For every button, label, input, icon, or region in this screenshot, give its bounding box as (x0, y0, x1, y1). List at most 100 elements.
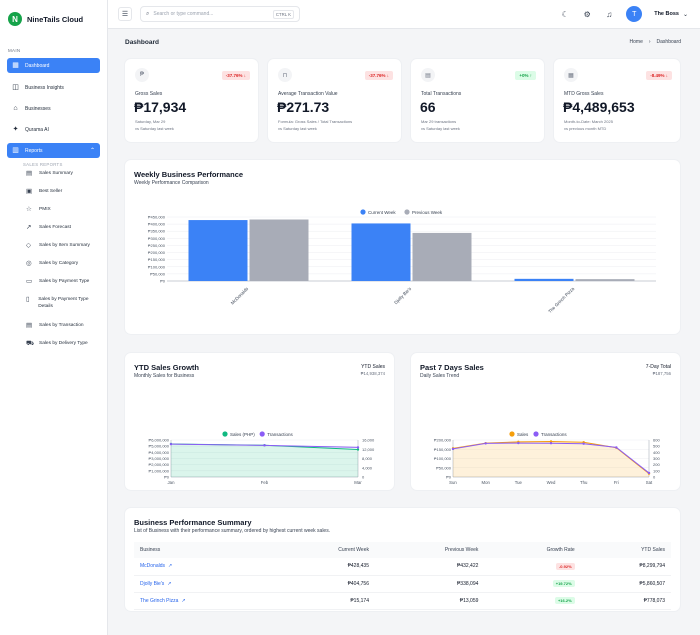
search-icon: ⌕ (146, 10, 150, 17)
kpi-value: ₱271.73 (277, 99, 330, 115)
sidebar-item-businesses[interactable]: ⌂ Businesses (7, 101, 100, 116)
menu-toggle-button[interactable]: ☰ (118, 7, 132, 21)
business-link[interactable]: McDonalds (140, 563, 166, 570)
sidebar-item-label: Sales by Payment Type (39, 279, 90, 284)
legend-swatch-sales (509, 431, 515, 437)
chevron-right-icon: › (648, 39, 651, 45)
sidebar-item-label: Sales by Payment Type Details (38, 297, 89, 309)
y-tick-label-left: ₱4,000,000 (149, 450, 170, 455)
previous-week-cell: ₱13,059 (374, 592, 485, 610)
sidebar-item-business-insights[interactable]: ◫ Business Insights (7, 80, 100, 95)
breadcrumb-home[interactable]: Home (629, 39, 643, 45)
y-tick-label: ₱450,000 (148, 215, 166, 220)
sidebar-item-label: Reports (25, 147, 43, 154)
sidebar-item-sales-by-payment-type[interactable]: ▭ Sales by Payment Type (0, 278, 107, 297)
sidebar-item-pmix[interactable]: ☆ PMIX (0, 206, 107, 225)
brand[interactable]: N NineTails Cloud (0, 0, 107, 36)
x-tick-label: Fri (614, 480, 619, 485)
sidebar-item-sales-forecast[interactable]: ↗ Sales Forecast (0, 224, 107, 243)
payment-icon: ▭ (26, 278, 33, 285)
receipt-icon: ▣ (26, 188, 33, 195)
bar-current-week (514, 278, 574, 281)
card-subtitle: Monthly Sales for Business (134, 373, 195, 379)
sidebar-item-label: Qurama AI (25, 126, 49, 133)
bell-icon[interactable]: ♫ (606, 9, 613, 19)
y-tick-label-right: 400 (653, 450, 660, 455)
column-header[interactable]: Previous Week (374, 542, 485, 558)
x-tick-label: Sun (449, 480, 457, 485)
y-tick-label-left: ₱0 (164, 475, 170, 480)
grid-icon: ▦ (12, 62, 19, 69)
chevron-down-icon[interactable]: ⌄ (682, 11, 688, 18)
legend-label-transactions: Transactions (541, 432, 567, 437)
y-tick-label-right: 0 (653, 475, 656, 480)
x-tick-label: Tue (515, 480, 523, 485)
business-link[interactable]: The Grinch Pizza (140, 597, 179, 604)
kpi-note: Month-to-Date: March 2025 (564, 119, 613, 124)
x-tick-label: Wed (547, 480, 556, 485)
transactions-point (451, 447, 455, 451)
sidebar-item-sales-by-item-summary[interactable]: ◇ Sales by Item Summary (0, 242, 107, 261)
y-tick-label-left: ₱3,000,000 (149, 456, 170, 461)
star-icon: ☆ (26, 206, 32, 213)
sidebar-item-label: Sales by Delivery Type (39, 341, 88, 346)
y-tick-label: ₱250,000 (148, 243, 166, 248)
x-tick-label: Djolly Bie's (393, 286, 413, 306)
tag-icon: ◇ (26, 242, 31, 249)
y-tick-label-left: ₱50,000 (436, 465, 452, 470)
sidebar-item-dashboard[interactable]: ▦ Dashboard (7, 58, 100, 73)
breadcrumb-current: Dashboard (656, 39, 681, 45)
sparkle-icon: ✦ (12, 126, 19, 133)
external-link-icon[interactable]: ↗ (167, 580, 172, 587)
card-subtitle: Weekly Performance Comparison (134, 180, 209, 186)
search-input[interactable]: Search or type command... (153, 11, 214, 17)
sidebar-item-label: Sales Summary (39, 171, 73, 176)
card-title: YTD Sales Growth (134, 363, 200, 372)
building-icon: ⌂ (13, 105, 18, 112)
external-link-icon[interactable]: ↗ (181, 597, 186, 604)
sidebar-item-best-seller[interactable]: ▣ Best Seller (0, 188, 107, 207)
kpi-note: Formula: Gross Sales / Total Transaction… (278, 119, 353, 124)
kpi-label: Total Transactions (421, 91, 462, 97)
breadcrumb: Home › Dashboard (630, 39, 681, 45)
sidebar-item-sales-by-transaction[interactable]: ▤ Sales by Transaction (0, 322, 107, 341)
transactions-point (647, 471, 651, 475)
legend-label-sales: Sales (PHP) (230, 432, 255, 437)
search-box[interactable]: ⌕ Search or type command... CTRL K (140, 6, 300, 22)
business-link[interactable]: Djolly Bie's (140, 580, 165, 587)
transactions-point (263, 444, 266, 447)
sales-area (453, 441, 649, 477)
current-week-cell: ₱428,435 (272, 558, 375, 576)
column-header[interactable]: YTD Sales (580, 542, 671, 558)
transactions-point (356, 446, 360, 449)
avatar[interactable]: T (626, 6, 643, 22)
transaction-icon: ▤ (26, 322, 33, 329)
column-header[interactable]: Current Week (272, 542, 375, 558)
sidebar-item-label: Sales by Transaction (39, 323, 84, 328)
user-name[interactable]: The Boss (654, 11, 679, 17)
sidebar-item-qurama-ai[interactable]: ✦ Qurama AI (7, 122, 100, 137)
sidebar-item-label: Business Insights (25, 84, 64, 91)
section-label-sales-reports: SALES REPORTS (23, 162, 63, 167)
sidebar-item-reports[interactable]: ▥ Reports ⌃ (7, 143, 100, 158)
sidebar-item-sales-by-payment-type-details[interactable]: ▯ Sales by Payment Type Details (0, 296, 107, 323)
sidebar-item-sales-by-delivery-type[interactable]: ⛟ Sales by Delivery Type (0, 340, 107, 359)
y-tick-label: ₱300,000 (148, 236, 166, 241)
sidebar-item-sales-by-category[interactable]: ◎ Sales by Category (0, 260, 107, 279)
y-tick-label-right: 500 (653, 444, 660, 449)
moon-icon[interactable]: ☾ (561, 9, 569, 19)
x-tick-label: The Grinch Pizza (547, 286, 575, 314)
payment-details-icon: ▯ (26, 296, 30, 303)
y-tick-label-right: 4,000 (362, 465, 373, 470)
column-header[interactable]: Growth Rate (484, 542, 581, 558)
card-subtitle: List of Business with their performance … (134, 528, 331, 534)
legend-swatch-transactions (259, 431, 265, 437)
x-tick-label: Feb (261, 480, 269, 485)
card-title: Business Performance Summary (134, 518, 252, 527)
settings-icon[interactable]: ⚙ (583, 9, 591, 19)
ytd-area-chart: Sales (PHP) Transactions ₱0 ₱1,000,000₱2,00… (149, 431, 375, 485)
column-header[interactable]: Business (134, 542, 273, 558)
current-week-cell: ₱15,174 (272, 592, 375, 610)
sidebar-item-sales-summary[interactable]: ▤ Sales Summary (0, 170, 107, 189)
external-link-icon[interactable]: ↗ (168, 563, 173, 570)
